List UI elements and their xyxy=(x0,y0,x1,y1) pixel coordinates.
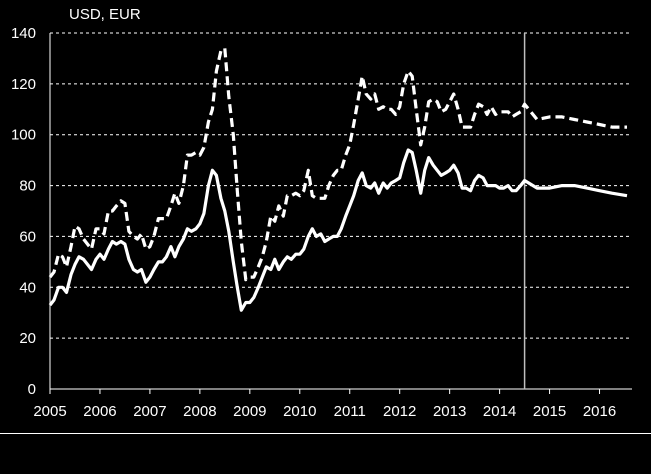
series-lines xyxy=(48,46,628,312)
x-tick-label: 2010 xyxy=(283,403,316,420)
y-tick-label: 120 xyxy=(11,76,36,93)
axes xyxy=(49,33,632,394)
series-line-dashed xyxy=(48,46,627,282)
x-tick-label: 2014 xyxy=(483,403,516,420)
x-tick-label: 2005 xyxy=(33,403,66,420)
x-tick-label: 2006 xyxy=(83,403,116,420)
y-tick-label: 100 xyxy=(11,127,36,144)
y-tick-label: 140 xyxy=(11,25,36,42)
y-tick-label: 20 xyxy=(19,330,36,347)
y-axis-unit-label: USD, EUR xyxy=(69,6,141,23)
x-tick-label: 2011 xyxy=(334,403,366,420)
series-line-solid xyxy=(48,148,628,312)
y-tick-label: 80 xyxy=(19,178,36,195)
x-tick-label: 2007 xyxy=(133,403,166,420)
line-chart: USD, EUR 0 20 40 60 80 100 120 140 2005 2006 2007… xyxy=(11,6,632,420)
y-tick-label: 0 xyxy=(28,381,36,398)
x-tick-label: 2013 xyxy=(433,403,466,420)
gridlines xyxy=(50,32,632,339)
x-tick-label: 2015 xyxy=(533,403,566,420)
x-tick-label: 2012 xyxy=(383,403,416,420)
x-tick-labels: 2005 2006 2007 2008 2009 2010 2011 2012 2013 2014… xyxy=(33,403,616,420)
x-tick-label: 2016 xyxy=(583,403,616,420)
x-tick-label: 2009 xyxy=(233,403,266,420)
y-tick-labels: 0 20 40 60 80 100 120 140 xyxy=(11,25,36,398)
chart-area: USD, EUR 0 20 40 60 80 100 120 140 2005 2006 2007… xyxy=(0,6,651,434)
y-tick-label: 60 xyxy=(19,228,36,245)
x-tick-label: 2008 xyxy=(183,403,216,420)
y-tick-label: 40 xyxy=(19,279,36,296)
